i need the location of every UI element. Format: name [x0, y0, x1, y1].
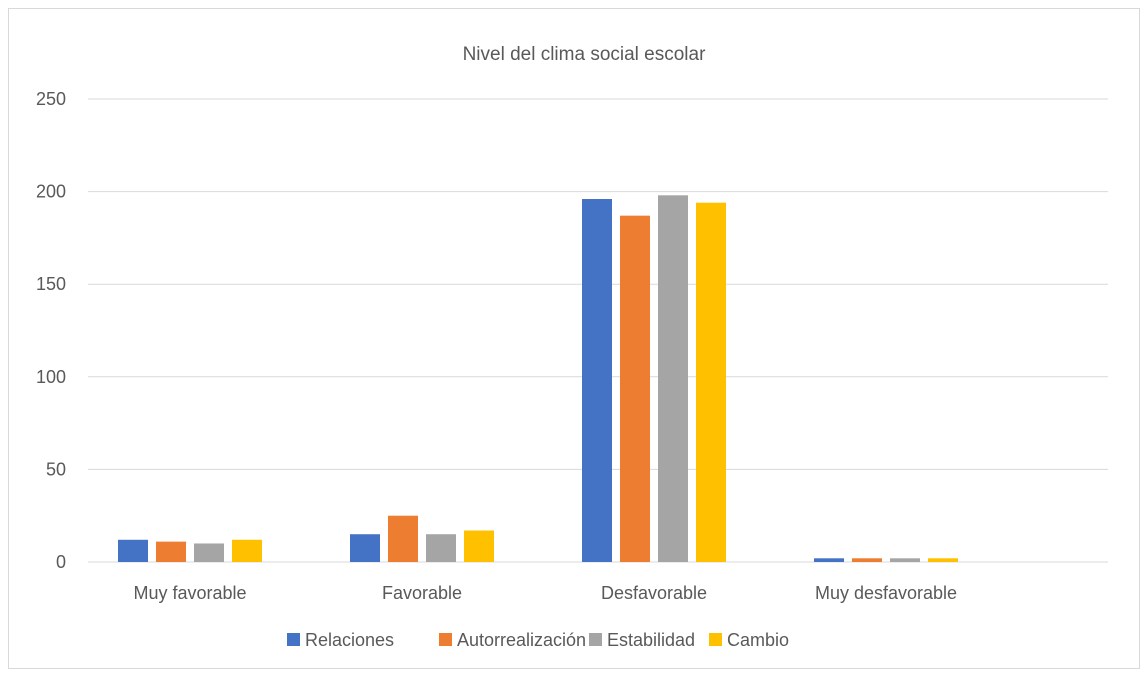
- bar-estabilidad-3: [890, 558, 920, 562]
- y-tick-label: 0: [56, 552, 66, 572]
- chart-title: Nivel del clima social escolar: [463, 44, 707, 65]
- legend-swatch: [709, 633, 722, 646]
- bar-relaciones-3: [814, 558, 844, 562]
- legend-label: Estabilidad: [607, 630, 695, 650]
- x-category-label: Muy favorable: [133, 583, 246, 603]
- bar-relaciones-2: [582, 199, 612, 562]
- legend-swatch: [589, 633, 602, 646]
- bar-cambio-3: [928, 558, 958, 562]
- bar-estabilidad-0: [194, 543, 224, 562]
- x-category-label: Favorable: [382, 583, 462, 603]
- y-axis-ticks: 0 50 100 150 200 250: [36, 89, 66, 572]
- bar-cambio-0: [232, 539, 262, 562]
- y-tick-label: 50: [46, 459, 66, 479]
- x-axis-categories: Muy favorable Favorable Desfavorable Muy de…: [133, 583, 957, 603]
- legend-swatch: [439, 633, 452, 646]
- bar-relaciones-1: [350, 534, 380, 562]
- y-tick-label: 200: [36, 182, 66, 202]
- legend-label: Cambio: [727, 630, 789, 650]
- legend: Relaciones Autorrealización Estabilidad Cam…: [287, 630, 789, 650]
- legend-label: Relaciones: [305, 630, 394, 650]
- bar-estabilidad-2: [658, 195, 688, 562]
- bar-cambio-1: [464, 530, 494, 562]
- bars: [118, 195, 958, 562]
- legend-label: Autorrealización: [457, 630, 586, 650]
- legend-swatch: [287, 633, 300, 646]
- bar-autorrealizaci-n-1: [388, 515, 418, 562]
- bar-cambio-2: [696, 202, 726, 562]
- bar-relaciones-0: [118, 539, 148, 562]
- bar-autorrealizaci-n-2: [620, 215, 650, 562]
- x-category-label: Muy desfavorable: [815, 583, 957, 603]
- bar-autorrealizaci-n-3: [852, 558, 882, 562]
- x-category-label: Desfavorable: [601, 583, 707, 603]
- y-tick-label: 150: [36, 274, 66, 294]
- bar-autorrealizaci-n-0: [156, 541, 186, 562]
- y-tick-label: 100: [36, 367, 66, 387]
- y-tick-label: 250: [36, 89, 66, 109]
- bar-estabilidad-1: [426, 534, 456, 562]
